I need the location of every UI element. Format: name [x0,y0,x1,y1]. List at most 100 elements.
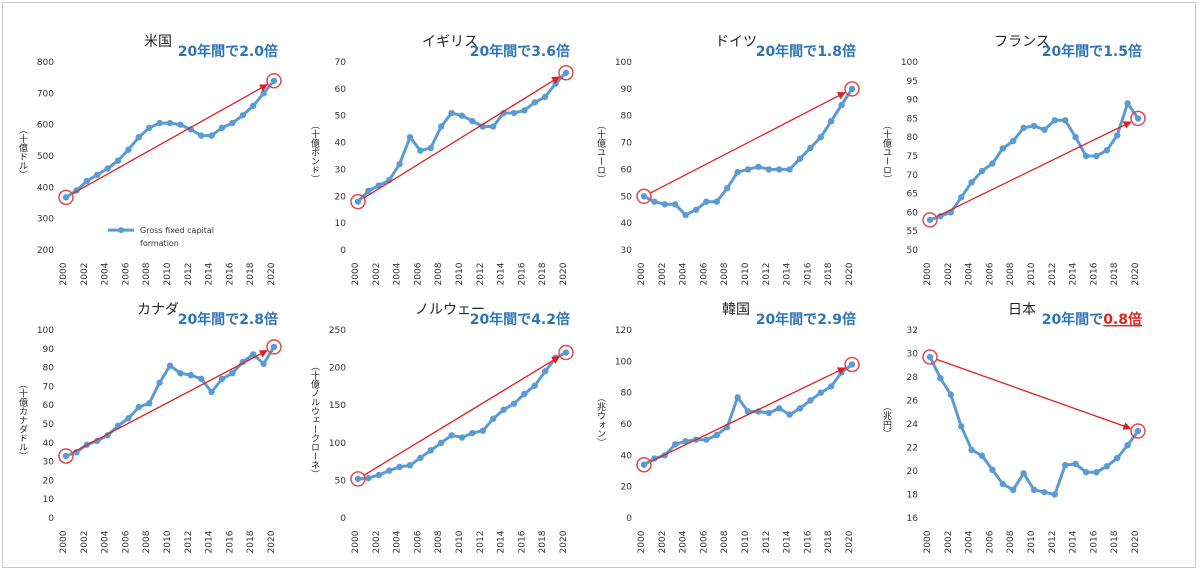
y-tick-label: 100 [615,357,632,367]
data-point [672,441,679,448]
data-point [386,467,393,474]
growth-badge-value: 3.6倍 [531,43,570,60]
data-point [406,462,414,469]
growth-badge-prefix: 20年間で [178,311,239,328]
data-point [1114,454,1121,462]
data-point [968,446,975,454]
y-tick-label: 24 [907,420,919,430]
x-tick-label: 2002 [80,531,90,554]
data-point [796,405,804,412]
data-point [260,360,267,368]
data-point [198,132,205,139]
y-tick-label: 50 [907,246,919,256]
growth-badge-value: 2.8倍 [239,311,278,328]
data-point [114,157,122,164]
y-tick-label: 70 [43,382,55,392]
data-point [1030,486,1038,493]
x-tick-label: 2002 [944,531,954,554]
x-tick-label: 2020 [267,530,277,553]
x-tick-label: 2012 [1048,531,1058,554]
x-tick-label: 2004 [679,530,689,553]
x-tick-label: 2014 [497,530,507,553]
y-tick-label: 700 [37,89,54,99]
data-point [354,198,362,205]
x-tick-label: 2006 [121,262,131,285]
start-highlight-circle [922,212,938,228]
x-tick-label: 2008 [1006,530,1016,553]
y-tick-label: 30 [335,165,347,175]
x-tick-label: 2016 [803,262,813,285]
data-point [406,134,414,141]
end-highlight-circle [558,344,574,361]
data-point [817,134,824,141]
start-highlight-circle [350,471,366,487]
y-tick-label: 18 [907,491,919,501]
data-point [937,374,944,382]
data-point [396,160,403,168]
data-point [448,109,455,117]
x-tick-label: 2016 [803,530,813,553]
x-tick-label: 2016 [517,262,527,285]
x-tick-label: 2020 [845,530,855,553]
y-tick-label: 60 [335,85,347,95]
x-tick-label: 2018 [246,262,256,285]
data-point [62,452,70,460]
x-tick-label: 2016 [1089,262,1099,285]
data-point [417,454,424,462]
y-axis-label: （兆円） [881,402,892,438]
y-tick-label: 0 [48,514,54,524]
data-point [1082,152,1090,160]
chart-panel-korea: 韓国 20年間で2.9倍 0 20 40 60 80 100 120 2000 2002 2004 20… [595,302,860,554]
x-tick-label: 2020 [1131,262,1141,285]
x-tick-label: 2002 [372,263,382,286]
trend-arrow [363,76,561,199]
x-tick-label: 2014 [497,262,507,285]
x-tick-label: 2004 [393,530,403,553]
data-point [458,434,466,441]
data-point [469,117,476,125]
data-point [848,85,856,93]
start-highlight-circle [350,193,366,210]
y-axis-label: （十億カナダドル） [17,380,28,461]
data-point [510,400,518,407]
x-tick-label: 2008 [434,530,444,553]
data-point [724,185,731,192]
y-tick-label: 30 [43,458,55,468]
data-point [713,198,720,205]
growth-badge-value: 1.5倍 [1103,43,1142,60]
x-tick-label: 2006 [413,530,423,553]
data-point [469,429,476,437]
data-point [734,394,741,401]
x-tick-label: 2008 [1006,262,1016,285]
x-tick-label: 2006 [985,530,995,553]
y-tick-label: 70 [335,58,347,68]
growth-badge-prefix: 20年間で [756,43,817,60]
x-tick-label: 2006 [699,530,709,553]
y-tick-label: 250 [329,326,346,336]
x-tick-label: 2004 [101,262,111,285]
end-highlight-circle [1130,423,1146,439]
chart-title: フランス [994,34,1050,50]
data-point [365,474,372,482]
x-tick-label: 2016 [517,530,527,553]
start-highlight-circle [636,456,652,473]
x-tick-label: 2012 [762,531,772,554]
x-tick-label: 2010 [163,530,173,553]
data-point [1072,460,1079,468]
x-tick-label: 2018 [246,530,256,553]
end-highlight-circle [844,356,860,373]
series-line [643,88,854,217]
data-point [156,119,163,127]
trend-arrow [71,84,268,195]
data-point [1082,468,1090,476]
data-point [703,436,710,443]
data-point [218,375,226,383]
y-tick-label: 80 [621,112,633,122]
data-point [926,216,934,224]
x-tick-label: 2018 [1110,530,1120,553]
y-tick-label: 500 [37,152,54,162]
growth-badge: 20年間で4.2倍 [470,311,570,328]
data-point [531,99,538,106]
x-tick-label: 2004 [679,262,689,285]
y-tick-label: 22 [907,444,918,454]
